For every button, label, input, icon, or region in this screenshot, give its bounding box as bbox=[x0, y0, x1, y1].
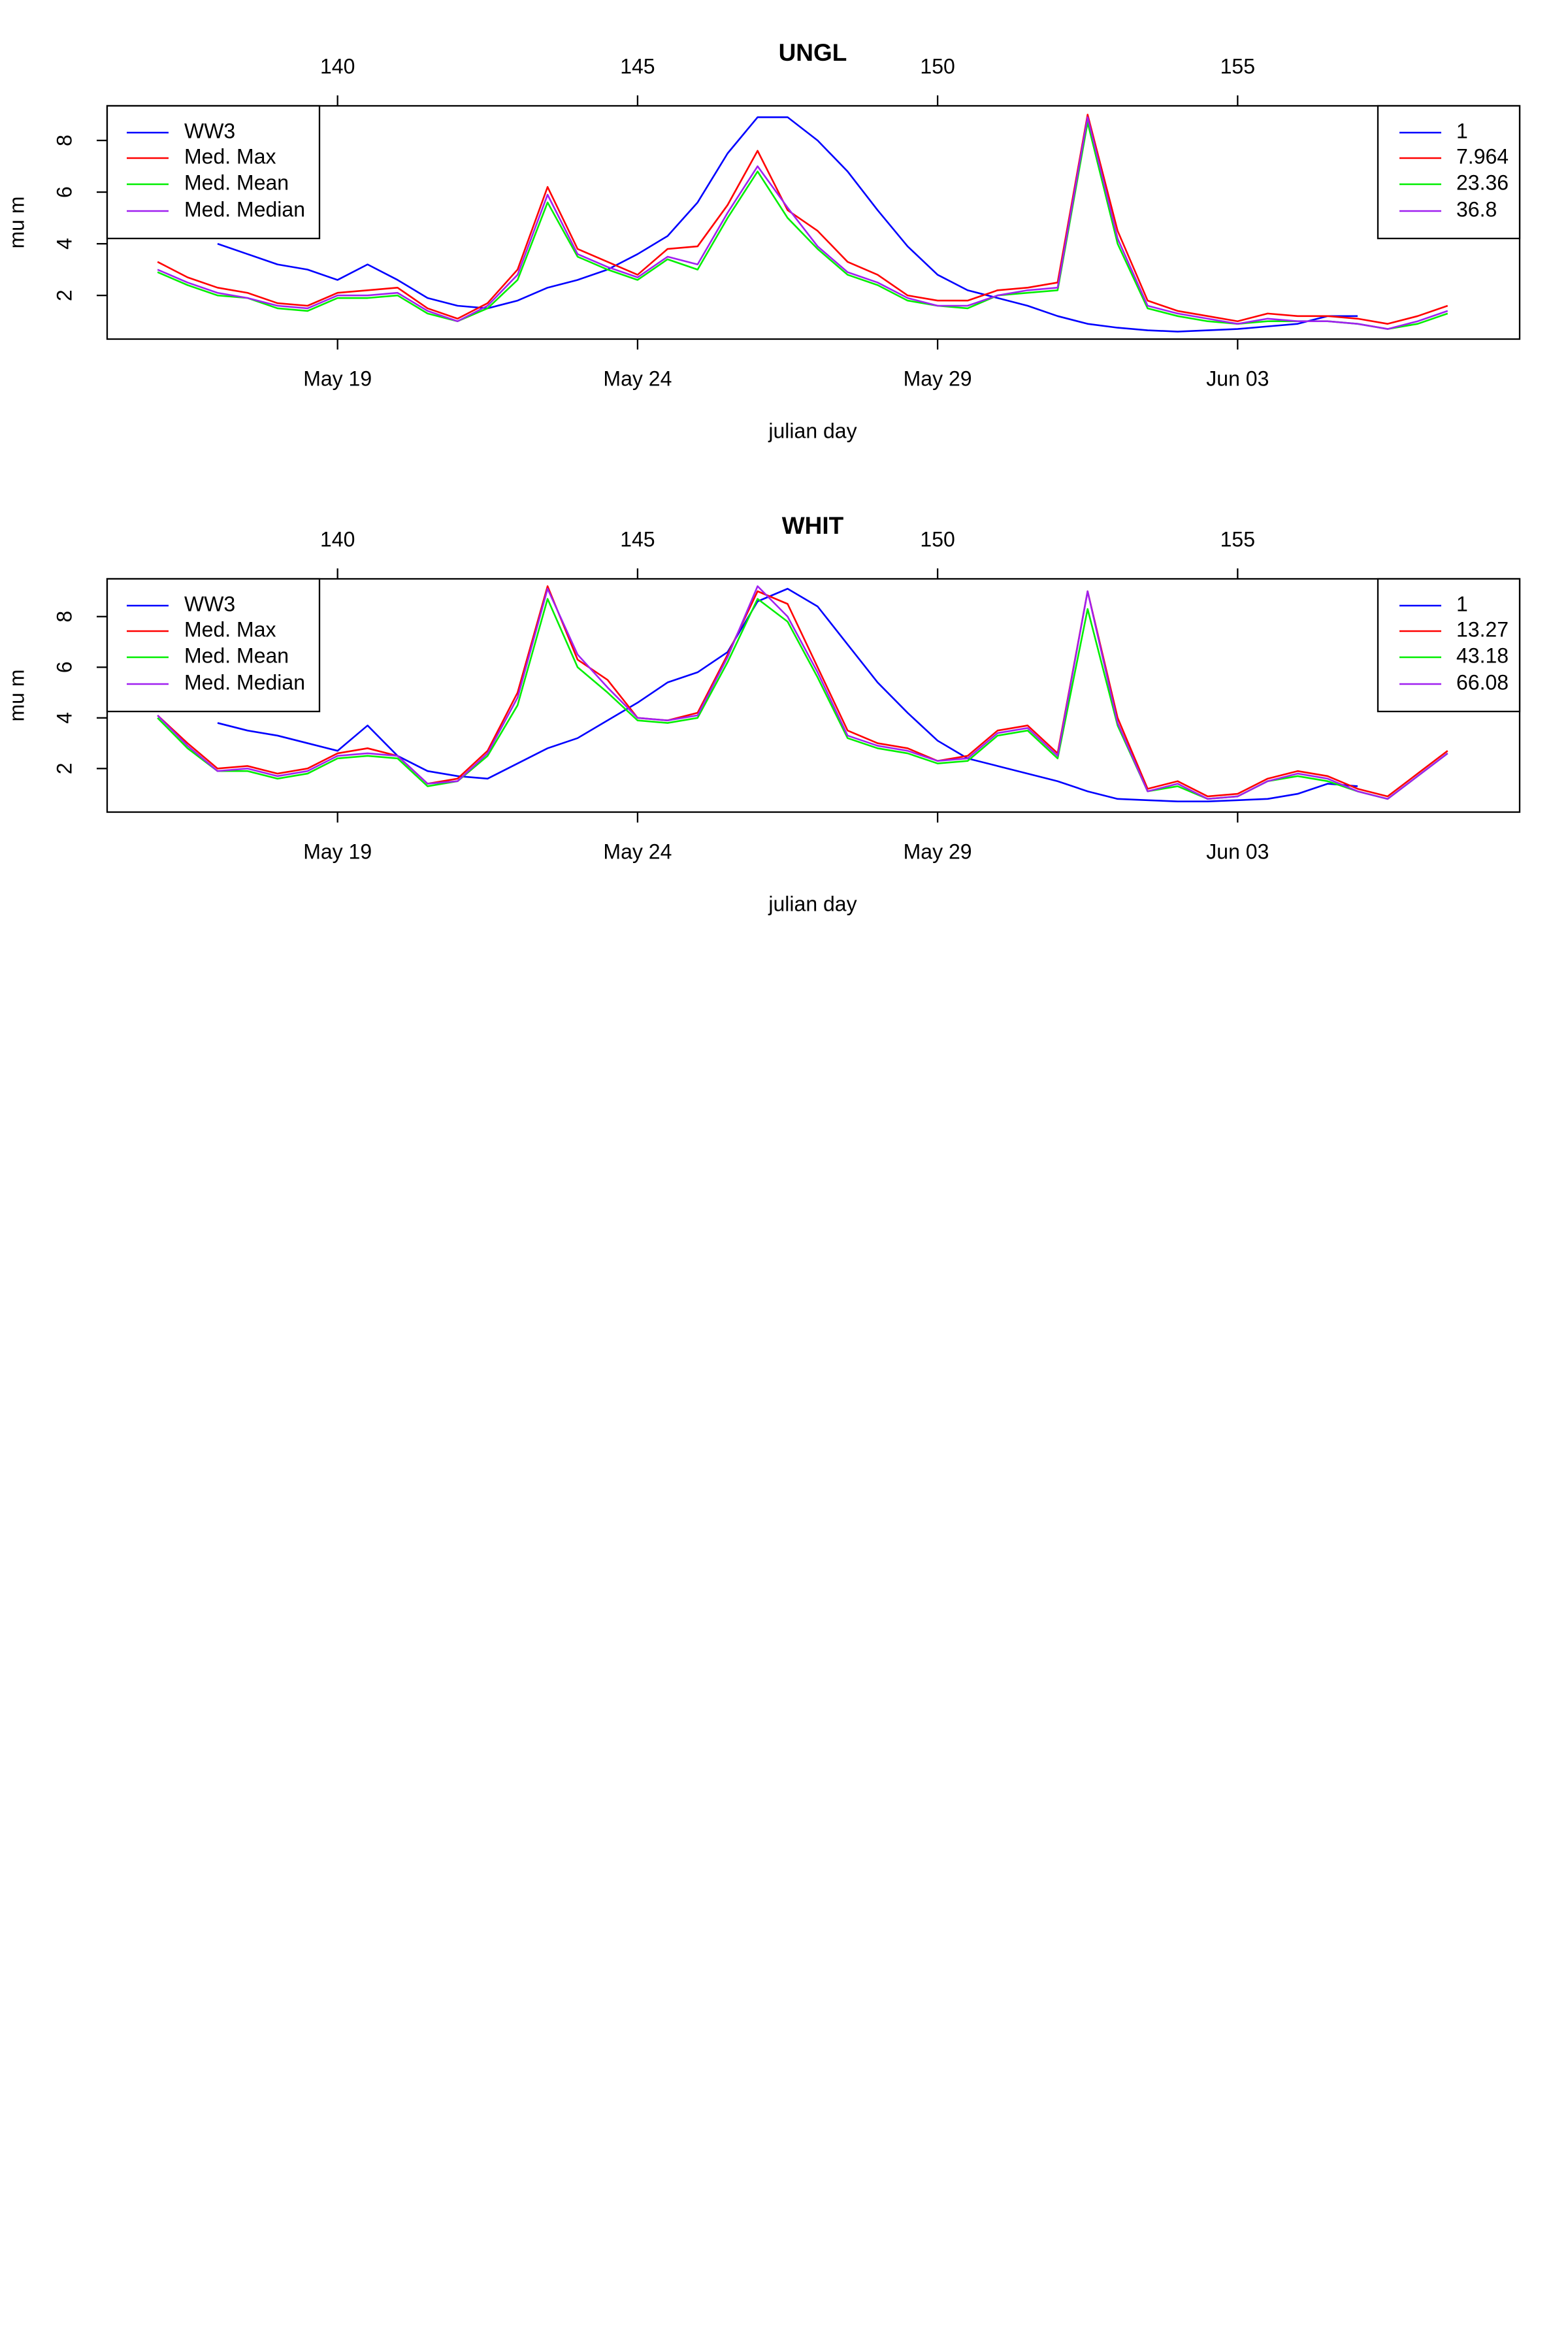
x-tick-label: Jun 03 bbox=[1206, 367, 1269, 390]
legend-label: 36.8 bbox=[1456, 197, 1497, 221]
x-axis-label: julian day bbox=[768, 892, 857, 915]
chart-title: UNGL bbox=[779, 39, 847, 66]
legend-label: 43.18 bbox=[1456, 644, 1509, 667]
series-line bbox=[157, 116, 1448, 330]
top-x-tick-label: 150 bbox=[920, 54, 955, 78]
top-x-tick-label: 155 bbox=[1220, 54, 1255, 78]
series-line bbox=[217, 116, 1358, 333]
legend-label: 1 bbox=[1456, 592, 1468, 615]
series-line bbox=[157, 585, 1448, 798]
legend-label: Med. Max bbox=[184, 617, 276, 641]
y-tick-label: 4 bbox=[52, 712, 76, 724]
y-tick-label: 6 bbox=[52, 661, 76, 673]
legend-label: 66.08 bbox=[1456, 670, 1509, 694]
legend-label: 7.964 bbox=[1456, 144, 1509, 168]
legend-box bbox=[1377, 578, 1521, 713]
y-tick-label: 2 bbox=[52, 762, 76, 774]
x-tick-label: May 29 bbox=[904, 840, 972, 863]
x-axis-label: julian day bbox=[768, 419, 857, 442]
legend-label: 13.27 bbox=[1456, 617, 1509, 641]
top-x-tick-label: 150 bbox=[920, 527, 955, 551]
legend-label: 23.36 bbox=[1456, 171, 1509, 194]
legend-label: Med. Mean bbox=[184, 644, 289, 667]
x-tick-label: May 24 bbox=[603, 840, 672, 863]
legend-label: 1 bbox=[1456, 119, 1468, 142]
top-x-tick-label: 140 bbox=[320, 54, 355, 78]
x-tick-label: May 19 bbox=[303, 840, 372, 863]
x-tick-label: May 29 bbox=[904, 367, 972, 390]
legend-label: Med. Max bbox=[184, 144, 276, 168]
legend-label: Med. Mean bbox=[184, 171, 289, 194]
series-line bbox=[217, 587, 1358, 803]
legend-label: Med. Median bbox=[184, 670, 305, 694]
y-tick-label: 2 bbox=[52, 289, 76, 301]
y-axis-label: mu m bbox=[5, 197, 28, 249]
y-tick-label: 4 bbox=[52, 238, 76, 250]
x-tick-label: May 19 bbox=[303, 367, 372, 390]
top-x-tick-label: 145 bbox=[620, 54, 655, 78]
legend-box bbox=[1377, 105, 1521, 240]
legend-box bbox=[106, 578, 321, 713]
y-tick-label: 8 bbox=[52, 611, 76, 623]
series-line bbox=[157, 585, 1448, 800]
chart-title: WHIT bbox=[782, 512, 844, 539]
legend-label: WW3 bbox=[184, 592, 235, 615]
legend-label: WW3 bbox=[184, 119, 235, 142]
x-tick-label: May 24 bbox=[603, 367, 672, 390]
x-tick-label: Jun 03 bbox=[1206, 840, 1269, 863]
legend-box bbox=[106, 105, 321, 240]
top-x-tick-label: 145 bbox=[620, 527, 655, 551]
series-line bbox=[157, 598, 1448, 800]
y-tick-label: 6 bbox=[52, 186, 76, 198]
top-x-tick-label: 140 bbox=[320, 527, 355, 551]
top-x-tick-label: 155 bbox=[1220, 527, 1255, 551]
legend-label: Med. Median bbox=[184, 197, 305, 221]
y-axis-label: mu m bbox=[5, 670, 28, 722]
y-tick-label: 8 bbox=[52, 135, 76, 146]
series-line bbox=[157, 114, 1448, 325]
